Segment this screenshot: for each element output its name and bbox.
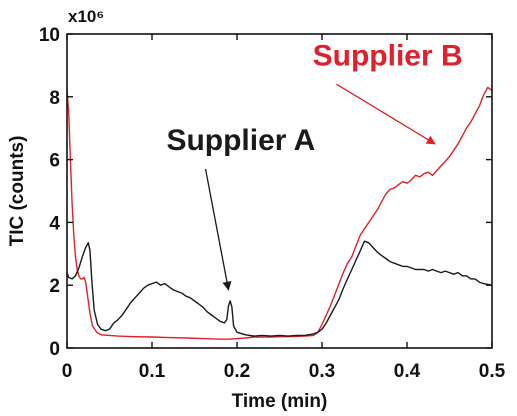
plot-frame — [66, 33, 493, 349]
y-tick-label: 4 — [49, 213, 60, 234]
y-tick-label: 10 — [39, 25, 60, 46]
y-tick-label: 2 — [49, 276, 60, 297]
y-tick-label: 0 — [49, 339, 60, 360]
series-line-supplier-b — [66, 86, 493, 340]
y-axis-label: TIC (counts) — [7, 136, 28, 247]
y-tick-label: 8 — [49, 88, 60, 109]
annotation-arrow-supplier-a — [204, 168, 232, 291]
annotation-label-supplier-a: Supplier A — [166, 124, 315, 157]
x-tick-label: 0.2 — [224, 361, 250, 382]
ticks-layer: 0 0.1 0.2 0.3 0.4 0.5 0 2 4 6 8 10 — [39, 25, 506, 382]
x-tick-label: 0.1 — [139, 361, 166, 382]
x-tick-label: 0.3 — [309, 361, 335, 382]
x-tick-label: 0 — [62, 361, 73, 382]
annotation-layer: Supplier A Supplier B — [166, 39, 463, 291]
series-layer — [66, 86, 493, 340]
annotation-label-supplier-b: Supplier B — [313, 39, 463, 72]
series-line-supplier-a — [66, 240, 493, 337]
annotation-arrow-supplier-b — [336, 83, 436, 145]
x-axis-label: Time (min) — [232, 391, 328, 412]
y-tick-label: 6 — [49, 151, 60, 172]
x-tick-label: 0.4 — [394, 361, 421, 382]
x-tick-label: 0.5 — [479, 361, 506, 382]
y-multiplier: x10⁶ — [68, 7, 104, 26]
